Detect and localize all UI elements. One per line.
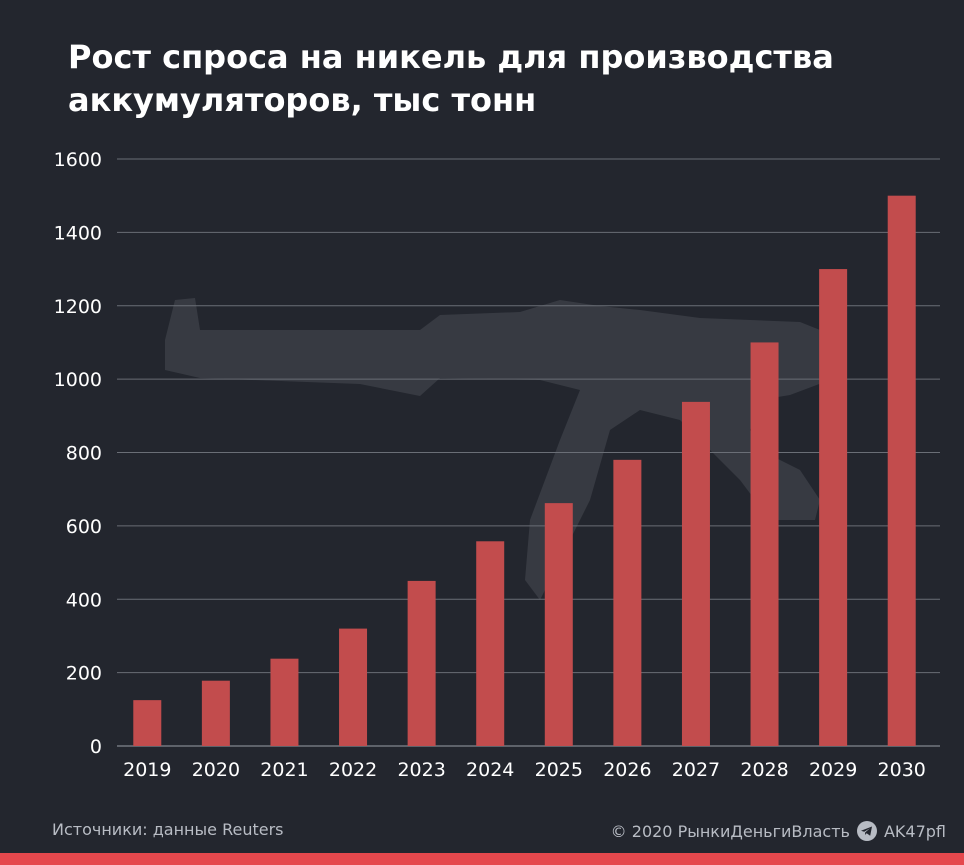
y-tick-label: 400 bbox=[66, 589, 102, 611]
x-tick-label: 2019 bbox=[123, 759, 171, 781]
bar-2020 bbox=[201, 680, 230, 746]
bar-2030 bbox=[887, 195, 916, 746]
grid-lines bbox=[117, 158, 940, 747]
rifle-watermark bbox=[165, 298, 830, 600]
x-tick-label: 2030 bbox=[878, 759, 926, 781]
y-tick-label: 200 bbox=[66, 663, 102, 685]
bar-2023 bbox=[407, 580, 436, 746]
y-axis-labels: 0 200 400 600 800 1000 1200 1400 1600 bbox=[54, 149, 102, 758]
x-tick-label: 2022 bbox=[329, 759, 377, 781]
x-tick-label: 2026 bbox=[603, 759, 651, 781]
x-tick-label: 2025 bbox=[535, 759, 583, 781]
telegram-icon bbox=[856, 821, 877, 841]
bar-2029 bbox=[819, 269, 848, 746]
bar-2028 bbox=[750, 342, 779, 746]
x-axis-labels: 2019 2020 2021 2022 2023 2024 2025 2026 2027 2028… bbox=[123, 759, 926, 781]
bottom-accent-bar bbox=[0, 853, 964, 865]
bar-2026 bbox=[613, 459, 642, 746]
y-tick-label: 800 bbox=[66, 443, 102, 465]
x-tick-label: 2029 bbox=[809, 759, 857, 781]
x-tick-label: 2024 bbox=[466, 759, 514, 781]
y-tick-label: 1400 bbox=[54, 222, 102, 244]
bar-2027 bbox=[681, 401, 710, 746]
bar-2025 bbox=[544, 503, 573, 746]
bar-2024 bbox=[476, 541, 505, 746]
source-note: Источники: данные Reuters bbox=[52, 820, 284, 839]
footer-credits: © 2020 РынкиДеньгиВласть AK47pfl bbox=[611, 820, 946, 842]
y-tick-label: 1200 bbox=[54, 296, 102, 318]
y-tick-label: 600 bbox=[66, 516, 102, 538]
chart-title: Рост спроса на никель для производства а… bbox=[68, 38, 834, 119]
x-tick-label: 2020 bbox=[192, 759, 240, 781]
bars bbox=[133, 195, 916, 746]
bar-2021 bbox=[270, 658, 299, 746]
y-tick-label: 1000 bbox=[54, 369, 102, 391]
x-tick-label: 2028 bbox=[740, 759, 788, 781]
x-tick-label: 2021 bbox=[260, 759, 308, 781]
bar-2019 bbox=[133, 700, 162, 746]
bar-2022 bbox=[339, 628, 368, 746]
channel-name[interactable]: AK47pfl bbox=[883, 821, 946, 841]
y-tick-label: 1600 bbox=[54, 149, 102, 171]
y-tick-label: 0 bbox=[90, 736, 102, 758]
x-tick-label: 2023 bbox=[397, 759, 445, 781]
copyright-text: © 2020 РынкиДеньгиВласть bbox=[610, 821, 850, 841]
x-tick-label: 2027 bbox=[672, 759, 720, 781]
